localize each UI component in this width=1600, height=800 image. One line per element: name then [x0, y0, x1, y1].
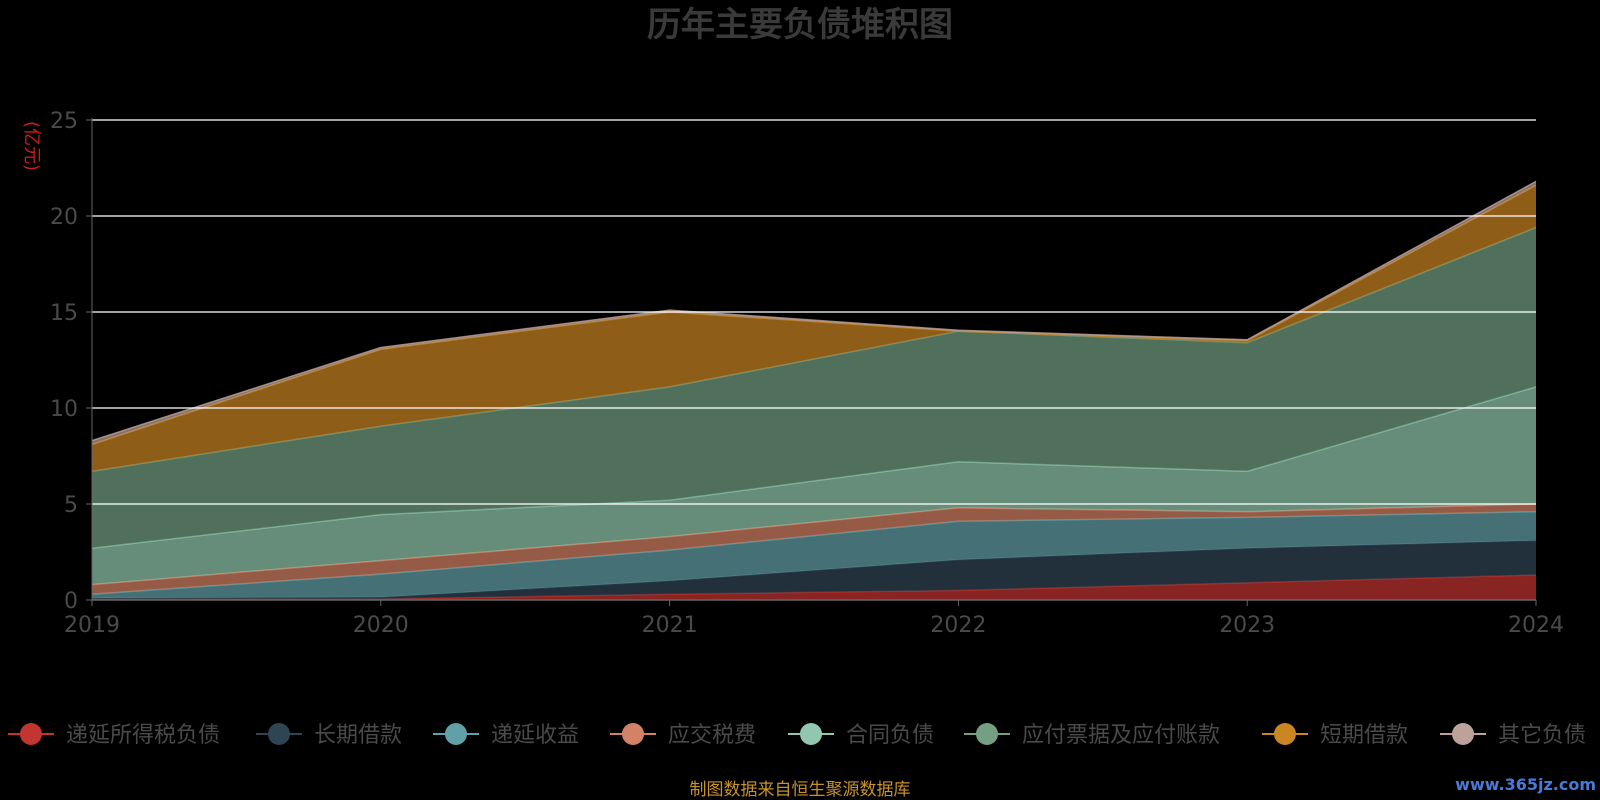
legend-item-5[interactable]: 应付票据及应付账款 — [964, 723, 1220, 748]
legend-label: 递延收益 — [491, 723, 579, 748]
legend-item-4[interactable]: 合同负债 — [788, 723, 934, 748]
legend-marker — [976, 723, 998, 745]
x-tick-label: 2020 — [353, 613, 409, 638]
watermark: www.365jz.com — [1455, 775, 1596, 794]
legend-marker — [20, 723, 42, 745]
legend-item-3[interactable]: 应交税费 — [610, 723, 756, 748]
y-tick-label: 25 — [50, 109, 78, 134]
area-series-1 — [92, 540, 1536, 599]
area-series-0 — [92, 575, 1536, 600]
legend-item-6[interactable]: 短期借款 — [1262, 723, 1408, 748]
area-series-4 — [92, 386, 1536, 585]
legend-marker — [800, 723, 822, 745]
y-tick-label: 0 — [64, 589, 78, 614]
legend-label: 其它负债 — [1498, 723, 1586, 748]
legend-label: 应付票据及应付账款 — [1022, 723, 1220, 748]
legend-label: 合同负债 — [846, 723, 934, 748]
legend-label: 长期借款 — [314, 723, 402, 748]
y-tick-label: 15 — [50, 301, 78, 326]
legend-label: 递延所得税负债 — [66, 723, 220, 748]
legend-marker — [622, 723, 644, 745]
y-tick-label: 10 — [50, 397, 78, 422]
area-series-5 — [92, 227, 1536, 549]
y-unit-label: (亿元) — [21, 121, 42, 171]
y-tick-label: 20 — [50, 205, 78, 230]
legend-marker — [1452, 723, 1474, 745]
area-series-3 — [92, 504, 1536, 595]
x-tick-label: 2024 — [1508, 613, 1564, 638]
x-tick-label: 2022 — [930, 613, 986, 638]
plot-area: 0 5 10 15 20 25 2019 2020 2021 2022 2023 2024 — [50, 109, 1564, 638]
x-tick-label: 2019 — [64, 613, 120, 638]
area-series-2 — [92, 511, 1536, 599]
legend-marker — [1274, 723, 1296, 745]
area-edge-7 — [91, 180, 1537, 442]
legend-label: 应交税费 — [668, 723, 756, 748]
x-tick-label: 2023 — [1219, 613, 1275, 638]
chart-title: 历年主要负债堆积图 — [647, 5, 953, 45]
area-series-6 — [92, 185, 1536, 472]
legend-item-2[interactable]: 递延收益 — [433, 723, 579, 748]
legend: 递延所得税负债 长期借款 递延收益 应交税费 合同负债 应付票据及应付账款 短期借款 其它负债 — [8, 723, 1586, 748]
legend-marker — [445, 723, 467, 745]
y-tick-label: 5 — [64, 493, 78, 518]
legend-marker — [268, 723, 290, 745]
x-tick-label: 2021 — [642, 613, 698, 638]
legend-label: 短期借款 — [1320, 723, 1408, 748]
legend-item-0[interactable]: 递延所得税负债 — [8, 723, 220, 748]
legend-item-7[interactable]: 其它负债 — [1440, 723, 1586, 748]
legend-item-1[interactable]: 长期借款 — [256, 723, 402, 748]
data-source-note: 制图数据来自恒生聚源数据库 — [690, 780, 911, 800]
